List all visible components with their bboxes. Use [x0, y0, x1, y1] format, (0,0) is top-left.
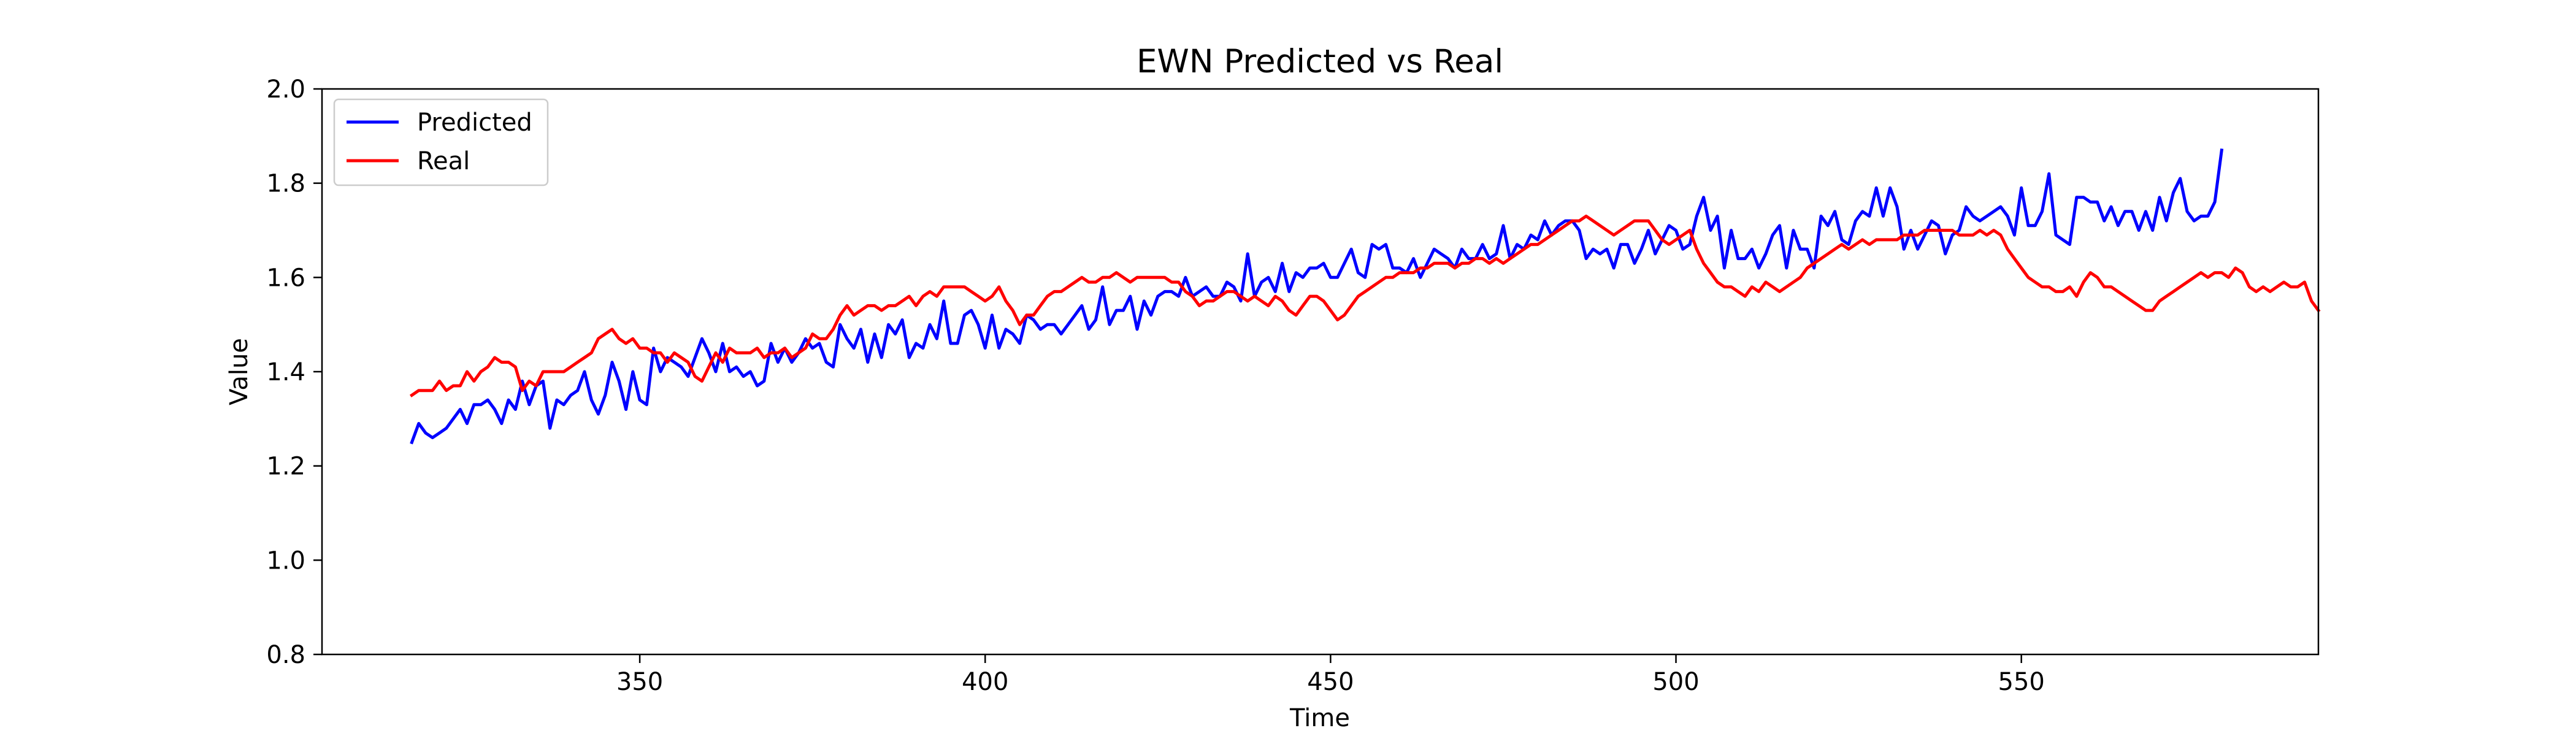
y-tick-label: 1.0: [266, 546, 305, 575]
series-line-predicted: [410, 148, 2224, 445]
x-tick-label: 500: [1652, 668, 1699, 696]
legend-label-real: Real: [417, 147, 470, 175]
y-tick-label: 1.4: [266, 358, 305, 386]
x-tick-label: 550: [1998, 668, 2045, 696]
x-tick-label: 350: [616, 668, 663, 696]
x-tick-label: 450: [1307, 668, 1354, 696]
legend-label-predicted: Predicted: [417, 109, 532, 137]
y-tick-label: 2.0: [266, 75, 305, 104]
x-axis: 350 400 450 500 550: [616, 654, 2045, 696]
plot-series: [409, 148, 2321, 445]
y-axis-label: Value: [225, 338, 253, 405]
y-tick-label: 1.8: [266, 170, 305, 198]
x-axis-label: Time: [1289, 704, 1350, 732]
y-tick-label: 1.2: [266, 453, 305, 481]
legend: Predicted Real: [333, 98, 549, 186]
x-tick-label: 400: [962, 668, 1008, 696]
y-axis: 0.8 1.0 1.2 1.4 1.6 1.8 2.0: [266, 75, 322, 669]
y-tick-label: 0.8: [266, 641, 305, 669]
series-line-real: [409, 214, 2321, 397]
chart-title: EWN Predicted vs Real: [1137, 43, 1503, 80]
y-tick-label: 1.6: [266, 264, 305, 292]
